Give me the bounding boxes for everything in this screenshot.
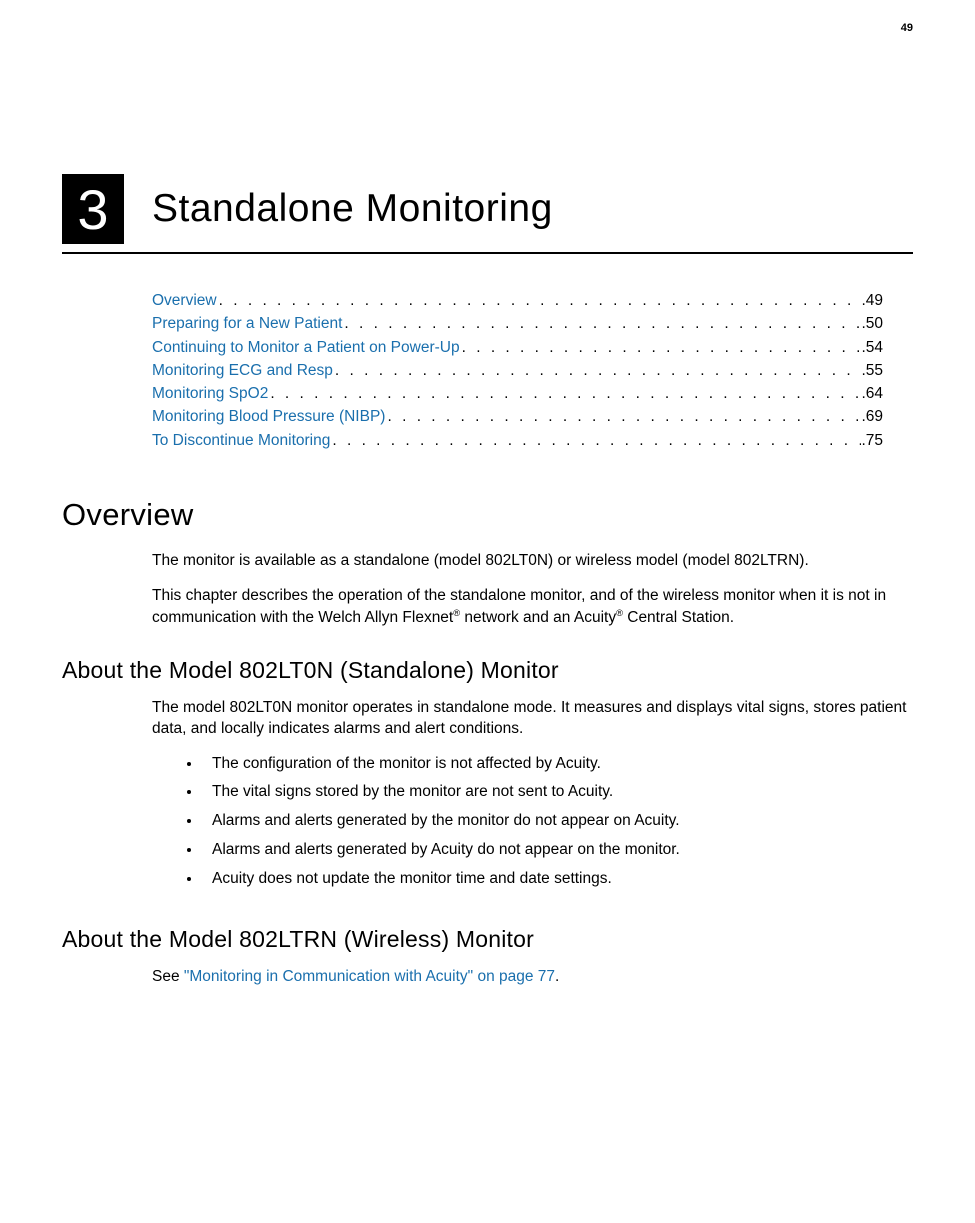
toc-row: Continuing to Monitor a Patient on Power… [152, 336, 883, 359]
toc-row: Overview . . . . . . . . . . . . . . . .… [152, 289, 883, 312]
about-standalone-body: The model 802LT0N monitor operates in st… [152, 698, 913, 898]
toc-row: Monitoring ECG and Resp . . . . . . . . … [152, 359, 883, 382]
toc-page-number: .49 [861, 289, 883, 312]
overview-para-2: This chapter describes the operation of … [152, 586, 913, 629]
toc-link[interactable]: Monitoring SpO2 [152, 382, 268, 405]
chapter-title: Standalone Monitoring [152, 187, 553, 231]
toc-leader-dots: . . . . . . . . . . . . . . . . . . . . … [268, 382, 861, 405]
registered-mark-icon: ® [616, 608, 623, 618]
about-standalone-heading: About the Model 802LT0N (Standalone) Mon… [62, 657, 913, 684]
about-wireless-heading: About the Model 802LTRN (Wireless) Monit… [62, 926, 913, 953]
about-wireless-body: See "Monitoring in Communication with Ac… [152, 967, 913, 988]
toc-link[interactable]: To Discontinue Monitoring [152, 429, 330, 452]
toc-leader-dots: . . . . . . . . . . . . . . . . . . . . … [333, 359, 862, 382]
overview-para-1: The monitor is available as a standalone… [152, 551, 913, 572]
wireless-suffix: . [555, 968, 559, 985]
list-item: The vital signs stored by the monitor ar… [202, 782, 913, 811]
toc-row: Preparing for a New Patient . . . . . . … [152, 312, 883, 335]
overview-p2-mid: network and an Acuity [460, 609, 616, 626]
toc-page-number: .75 [861, 429, 883, 452]
chapter-header: 3 Standalone Monitoring [62, 174, 913, 244]
chapter-number-box: 3 [62, 174, 124, 244]
toc-list: Overview . . . . . . . . . . . . . . . .… [152, 289, 883, 452]
toc-page-number: .64 [861, 382, 883, 405]
toc-link[interactable]: Preparing for a New Patient [152, 312, 342, 335]
list-item: Alarms and alerts generated by the monit… [202, 811, 913, 840]
toc-page-number: .50 [861, 312, 883, 335]
toc-link[interactable]: Continuing to Monitor a Patient on Power… [152, 336, 460, 359]
toc-leader-dots: . . . . . . . . . . . . . . . . . . . . … [385, 405, 861, 428]
toc-leader-dots: . . . . . . . . . . . . . . . . . . . . … [460, 336, 862, 359]
overview-p2-suffix: Central Station. [623, 609, 734, 626]
toc-page-number: .55 [861, 359, 883, 382]
toc-row: Monitoring Blood Pressure (NIBP) . . . .… [152, 405, 883, 428]
wireless-prefix: See [152, 968, 184, 985]
toc-leader-dots: . . . . . . . . . . . . . . . . . . . . … [217, 289, 862, 312]
standalone-bullet-list: The configuration of the monitor is not … [152, 754, 913, 899]
toc-leader-dots: . . . . . . . . . . . . . . . . . . . . … [342, 312, 861, 335]
toc-page-number: .54 [861, 336, 883, 359]
toc-leader-dots: . . . . . . . . . . . . . . . . . . . . … [330, 429, 861, 452]
list-item: The configuration of the monitor is not … [202, 754, 913, 783]
toc-link[interactable]: Monitoring ECG and Resp [152, 359, 333, 382]
toc-page-number: .69 [861, 405, 883, 428]
wireless-para: See "Monitoring in Communication with Ac… [152, 967, 913, 988]
list-item: Alarms and alerts generated by Acuity do… [202, 840, 913, 869]
page-container: 49 3 Standalone Monitoring Overview . . … [0, 0, 975, 1042]
toc-link[interactable]: Overview [152, 289, 217, 312]
about-standalone-para: The model 802LT0N monitor operates in st… [152, 698, 913, 740]
toc-row: Monitoring SpO2 . . . . . . . . . . . . … [152, 382, 883, 405]
toc-link[interactable]: Monitoring Blood Pressure (NIBP) [152, 405, 385, 428]
toc-row: To Discontinue Monitoring . . . . . . . … [152, 429, 883, 452]
wireless-link[interactable]: "Monitoring in Communication with Acuity… [184, 968, 555, 985]
page-number: 49 [62, 22, 913, 34]
chapter-rule [62, 252, 913, 254]
overview-body: The monitor is available as a standalone… [152, 551, 913, 629]
overview-heading: Overview [62, 497, 913, 533]
list-item: Acuity does not update the monitor time … [202, 869, 913, 898]
